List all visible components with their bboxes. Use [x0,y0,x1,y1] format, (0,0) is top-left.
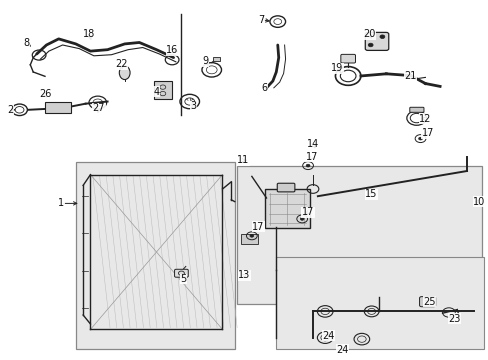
Text: 8: 8 [24,38,30,48]
FancyBboxPatch shape [154,81,171,99]
FancyBboxPatch shape [419,297,435,307]
Text: 17: 17 [301,207,314,217]
Text: 3: 3 [190,101,196,111]
FancyBboxPatch shape [340,54,355,63]
FancyBboxPatch shape [409,107,423,112]
FancyBboxPatch shape [213,57,220,61]
Circle shape [379,35,384,39]
FancyBboxPatch shape [365,32,388,50]
Text: 24: 24 [322,330,334,341]
Text: 9: 9 [202,56,208,66]
Text: 17: 17 [305,152,318,162]
Text: 24: 24 [335,345,348,355]
Text: 2: 2 [8,105,14,115]
Text: 15: 15 [365,189,377,199]
Text: 5: 5 [180,274,186,284]
Text: 18: 18 [83,29,96,39]
FancyBboxPatch shape [237,166,481,304]
Text: 7: 7 [258,15,264,25]
Text: 11: 11 [237,155,249,165]
Text: 21: 21 [404,71,416,81]
Circle shape [367,43,372,47]
FancyBboxPatch shape [174,269,188,277]
Text: 4: 4 [153,87,159,97]
Text: 23: 23 [447,314,460,324]
FancyBboxPatch shape [264,189,309,228]
Text: 6: 6 [261,83,266,93]
Text: 27: 27 [92,103,105,113]
FancyBboxPatch shape [76,162,234,349]
Text: 16: 16 [165,45,178,55]
Circle shape [418,137,422,140]
Text: 10: 10 [472,197,485,207]
FancyBboxPatch shape [241,234,257,244]
Text: 26: 26 [39,89,51,99]
Text: 1: 1 [58,198,64,208]
FancyBboxPatch shape [277,183,294,192]
Circle shape [300,217,304,220]
Text: 13: 13 [238,270,250,280]
Circle shape [249,234,253,237]
Text: 14: 14 [306,139,319,149]
Circle shape [305,164,309,167]
Text: 17: 17 [421,128,433,138]
Ellipse shape [119,66,130,80]
Text: 12: 12 [418,114,431,124]
Text: 20: 20 [362,29,375,39]
Text: 22: 22 [115,59,127,69]
Text: 25: 25 [422,297,435,307]
Text: 19: 19 [330,63,343,73]
FancyBboxPatch shape [45,102,71,113]
Text: 17: 17 [251,222,264,232]
FancyBboxPatch shape [276,257,483,349]
